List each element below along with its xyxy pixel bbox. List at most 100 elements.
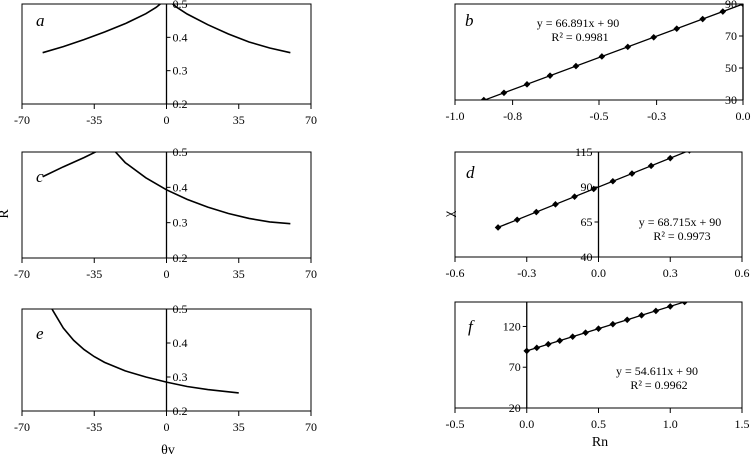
trend-r-squared: R² = 0.9962 — [630, 378, 687, 392]
data-point — [666, 303, 674, 310]
data-point — [500, 89, 508, 97]
y-tick-label: 0.2 — [173, 97, 188, 111]
data-point — [523, 81, 531, 88]
data-point — [609, 177, 617, 185]
data-point — [673, 25, 681, 32]
data-point — [687, 152, 692, 154]
x-tick-label: -0.6 — [446, 266, 465, 280]
trend-line — [497, 152, 688, 229]
y-tick-label: 0.4 — [173, 30, 188, 44]
data-point — [650, 33, 658, 41]
x-tick-label: 0 — [164, 113, 170, 127]
x-tick-label: -70 — [14, 267, 30, 281]
y-tick-label: 30 — [725, 93, 737, 107]
data-point — [582, 329, 589, 336]
x-tick-label: 0.0 — [736, 109, 751, 123]
x-tick-label: -0.3 — [517, 266, 536, 280]
x-tick-label: -35 — [86, 420, 102, 434]
left-x-axis-title: θv — [161, 443, 175, 458]
y-tick-label: 0.3 — [173, 64, 188, 78]
x-tick-label: 1.0 — [663, 417, 678, 431]
panel-e: -70 -35 0 35 70 0.2 0.3 0.4 0.5 e — [14, 302, 317, 434]
x-tick-label: 35 — [233, 113, 245, 127]
y-tick-label: 0.2 — [173, 404, 188, 418]
y-tick-label: 0.5 — [173, 0, 188, 11]
data-point — [590, 185, 598, 193]
y-tick-label: 20 — [509, 401, 521, 415]
plot-area — [480, 4, 743, 100]
data-point — [598, 53, 606, 60]
y-tick-label: 50 — [725, 61, 737, 75]
data-point — [571, 193, 578, 200]
x-tick-label: 0.0 — [591, 266, 606, 280]
x-tick-label: 0 — [164, 267, 170, 281]
panel-letter: f — [468, 317, 475, 336]
y-tick-label: 120 — [503, 319, 521, 333]
x-tick-label: 0.6 — [735, 266, 750, 280]
data-point — [705, 139, 712, 146]
series-line — [42, 4, 291, 54]
y-tick-label: 115 — [575, 145, 593, 159]
panel-a: -70 -35 0 35 70 0.2 0.3 0.4 0.5 a — [14, 0, 317, 127]
data-point — [480, 96, 488, 100]
x-tick-label: -0.8 — [503, 109, 522, 123]
left-y-axis-title: R — [0, 209, 12, 219]
y-tick-label: 65 — [581, 215, 593, 229]
panel-letter: e — [36, 324, 44, 343]
x-tick-label: -35 — [86, 267, 102, 281]
y-tick-label: 0.2 — [173, 251, 188, 265]
y-tick-label: 0.4 — [173, 180, 188, 194]
data-point — [552, 201, 559, 208]
plot-area — [523, 302, 688, 355]
trend-equation: y = 66.891x + 90 — [537, 16, 620, 30]
trend-r-squared: R² = 0.9981 — [551, 30, 608, 44]
panel-letter: c — [36, 167, 44, 186]
plot-area — [42, 152, 291, 225]
y-tick-label: 40 — [581, 250, 593, 264]
data-point — [595, 325, 602, 332]
y-tick-label: 0.3 — [173, 216, 188, 230]
x-tick-label: 0.5 — [591, 417, 606, 431]
data-point — [647, 162, 655, 170]
panel-b: -1.0 -0.8 -0.5 -0.3 0.0 30 50 70 90 b y = 66.891x … — [446, 0, 751, 123]
data-point — [652, 307, 660, 315]
panel-letter: b — [465, 11, 474, 30]
data-point — [569, 333, 576, 340]
plot-frame — [454, 301, 743, 409]
plot-area — [51, 309, 239, 394]
data-point — [666, 154, 674, 162]
trend-equation: y = 68.715x + 90 — [639, 215, 722, 229]
y-tick-label: 0.4 — [173, 336, 188, 350]
panel-c: -70 -35 0 35 70 0.2 0.3 0.4 0.5 c — [14, 145, 317, 281]
y-tick-label: 70 — [509, 360, 521, 374]
x-tick-label: -1.0 — [446, 109, 465, 123]
data-point — [513, 216, 521, 224]
x-tick-label: -35 — [86, 113, 102, 127]
right-y-axis-title: χ — [442, 210, 457, 218]
data-point — [546, 72, 554, 79]
right-x-axis-title: Rn — [592, 435, 608, 450]
x-tick-label: 0.3 — [663, 266, 678, 280]
data-point — [624, 43, 632, 51]
x-tick-label: 1.5 — [735, 417, 750, 431]
x-tick-label: -0.5 — [446, 417, 465, 431]
data-point — [572, 62, 580, 70]
data-point — [556, 337, 564, 344]
data-point — [533, 344, 541, 352]
x-tick-label: 70 — [305, 267, 317, 281]
x-tick-label: 70 — [305, 420, 317, 434]
panel-letter: d — [466, 163, 475, 182]
data-point — [638, 311, 645, 319]
data-point — [628, 170, 636, 177]
data-point — [719, 8, 727, 15]
y-tick-label: 90 — [725, 0, 737, 11]
x-tick-label: 35 — [233, 267, 245, 281]
x-tick-label: -0.3 — [647, 109, 666, 123]
data-point — [699, 15, 706, 23]
x-tick-label: -0.5 — [590, 109, 609, 123]
x-tick-label: -70 — [14, 113, 30, 127]
plot-area — [42, 4, 291, 54]
series-line — [51, 309, 239, 394]
